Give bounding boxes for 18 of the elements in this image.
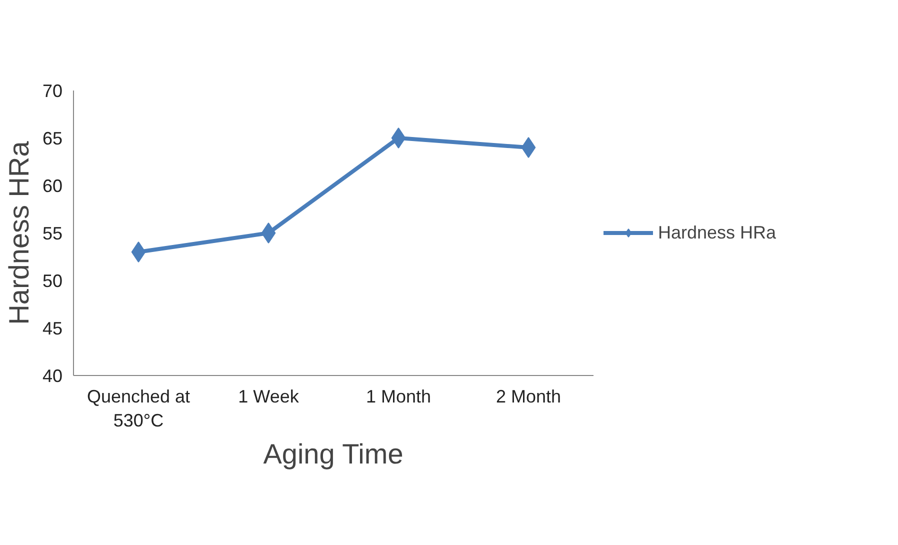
point (131, 242, 146, 262)
y-tick-label: 65 (42, 128, 63, 148)
point (261, 222, 276, 244)
y-tick-label: 55 (42, 224, 63, 244)
x-tick-label: 2 Month (496, 386, 562, 406)
x-axis-title: Aging Time (263, 438, 404, 470)
y-axis-title: Hardness HRa (3, 140, 34, 325)
y-tick-label: 60 (42, 176, 63, 196)
y-tick-label: 70 (42, 81, 63, 101)
y-tick-label: 50 (42, 271, 63, 291)
x-tick-label: Quenched at 530°C (86, 386, 190, 430)
point (521, 137, 536, 158)
x-tick-label: 1 Month (366, 386, 432, 406)
x-tick-label: 1 Week (238, 386, 300, 406)
point (391, 128, 406, 148)
y-tick-label: 45 (42, 318, 63, 338)
legend-label: Hardness HRa (658, 222, 776, 243)
y-tick-label: 40 (42, 366, 63, 386)
